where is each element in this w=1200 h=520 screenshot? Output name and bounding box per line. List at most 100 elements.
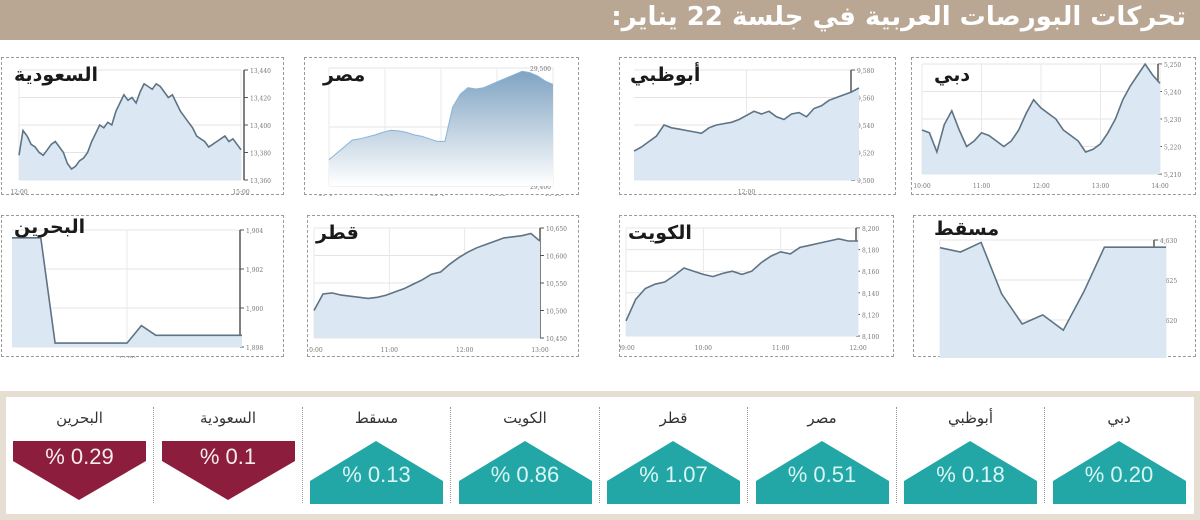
svg-text:13,380: 13,380 bbox=[250, 151, 271, 158]
chart-title-kuwait: الكويت bbox=[628, 222, 692, 244]
up-arrow-icon: % 0.20 bbox=[1052, 441, 1186, 504]
change-percent: % 1.07 bbox=[639, 462, 708, 487]
summary-cell: مسقط % 0.13 bbox=[303, 397, 451, 514]
summary-cell: الكويت % 0.86 bbox=[452, 397, 600, 514]
chart-qatar: 10,650 10,600 10,550 10,500 10,450 10:00 11:00… bbox=[308, 226, 567, 354]
up-arrow-icon: % 0.13 bbox=[310, 441, 443, 504]
svg-text:4,620: 4,620 bbox=[1160, 318, 1177, 325]
chart-panel-dubai: 5,250 5,240 5,230 5,220 5,210 10:00 11:00 12:00… bbox=[911, 57, 1196, 195]
svg-text:8,140: 8,140 bbox=[862, 291, 879, 298]
summary-frame: البحرين % 0.29 السعودية % 0.1 مسقط % 0.13 الكو… bbox=[0, 391, 1200, 520]
svg-text:29,500: 29,500 bbox=[530, 66, 551, 73]
chart-title-muscat: مسقط bbox=[934, 218, 1000, 240]
summary-cell: قطر % 1.07 bbox=[600, 397, 748, 514]
svg-text:8,100: 8,100 bbox=[862, 334, 879, 341]
svg-text:11:00: 11:00 bbox=[772, 345, 789, 352]
svg-text:10,550: 10,550 bbox=[546, 281, 567, 288]
svg-text:29,400: 29,400 bbox=[530, 184, 551, 191]
change-percent: % 0.18 bbox=[936, 462, 1005, 487]
summary-strip: البحرين % 0.29 السعودية % 0.1 مسقط % 0.13 الكو… bbox=[6, 397, 1194, 514]
svg-text:1,902: 1,902 bbox=[246, 267, 263, 274]
chart-panel-abudhabi: 9,580 9,560 9,540 9,520 9,500 12:00 أبوظبي bbox=[619, 57, 896, 196]
divider bbox=[301, 407, 303, 503]
svg-text:12:00: 12:00 bbox=[118, 356, 135, 358]
market-name: مسقط bbox=[354, 409, 399, 427]
change-percent: % 0.1 bbox=[199, 444, 257, 469]
svg-text:8,120: 8,120 bbox=[862, 312, 879, 319]
svg-text:12:00: 12:00 bbox=[738, 189, 755, 196]
change-percent: % 0.13 bbox=[342, 462, 411, 487]
svg-text:10,450: 10,450 bbox=[546, 336, 567, 343]
svg-text:11:00: 11:00 bbox=[973, 183, 990, 190]
svg-text:10,500: 10,500 bbox=[546, 309, 567, 316]
divider bbox=[598, 407, 600, 503]
svg-text:15:00: 15:00 bbox=[488, 195, 505, 196]
chart-title-bahrain: البحرين bbox=[14, 216, 86, 238]
svg-text:09:00: 09:00 bbox=[620, 345, 635, 352]
market-name: البحرين bbox=[56, 409, 103, 427]
svg-text:12:00: 12:00 bbox=[456, 347, 473, 354]
svg-text:1,898: 1,898 bbox=[246, 345, 263, 352]
chart-panel-kuwait: 8,200 8,180 8,160 8,140 8,120 8,100 09:00 10:00… bbox=[619, 215, 894, 357]
svg-text:12:00: 12:00 bbox=[10, 189, 27, 196]
chart-panel-qatar: 10,650 10,600 10,550 10,500 10,450 10:00 11:00… bbox=[307, 215, 579, 357]
svg-text:12:00: 12:00 bbox=[544, 195, 561, 196]
svg-text:4,630: 4,630 bbox=[1160, 238, 1177, 245]
chart-saudi: 13,440 13,420 13,400 13,380 13,360 12:00 15:00 bbox=[10, 68, 271, 196]
summary-cell: مصر % 0.51 bbox=[749, 397, 897, 514]
chart-abudhabi: 9,580 9,560 9,540 9,520 9,500 12:00 bbox=[633, 68, 874, 196]
svg-text:10:00: 10:00 bbox=[308, 347, 323, 354]
chart-panel-bahrain: 1,904 1,902 1,900 1,898 12:00 البحرين bbox=[1, 215, 284, 358]
svg-text:13,400: 13,400 bbox=[250, 123, 271, 130]
svg-text:10:00: 10:00 bbox=[695, 345, 712, 352]
svg-text:5,240: 5,240 bbox=[1164, 90, 1181, 97]
svg-text:21. Jan: 21. Jan bbox=[318, 195, 339, 196]
svg-text:5,250: 5,250 bbox=[1164, 62, 1181, 69]
divider bbox=[450, 407, 451, 503]
svg-text:8,160: 8,160 bbox=[862, 269, 879, 276]
chart-title-abudhabi: أبوظبي bbox=[630, 64, 701, 86]
svg-text:8,180: 8,180 bbox=[862, 248, 879, 255]
svg-text:5,220: 5,220 bbox=[1164, 145, 1181, 152]
svg-text:14:00: 14:00 bbox=[1151, 183, 1168, 190]
svg-text:22. Jan: 22. Jan bbox=[430, 195, 451, 196]
svg-text:12:00: 12:00 bbox=[849, 345, 866, 352]
svg-text:13,360: 13,360 bbox=[250, 178, 271, 185]
up-arrow-icon: % 0.86 bbox=[458, 441, 592, 504]
chart-panel-saudi: 13,440 13,420 13,400 13,380 13,360 12:00 15:00… bbox=[1, 57, 284, 196]
svg-text:4,625: 4,625 bbox=[1160, 278, 1177, 285]
svg-text:9,540: 9,540 bbox=[857, 123, 874, 130]
up-arrow-icon: % 0.51 bbox=[755, 441, 889, 504]
market-name: مصر bbox=[807, 409, 837, 427]
page-title: تحركات البورصات العربية في جلسة 22 يناير… bbox=[611, 2, 1186, 32]
svg-text:8,200: 8,200 bbox=[862, 226, 879, 233]
change-percent: % 0.86 bbox=[490, 462, 560, 487]
svg-text:13:00: 13:00 bbox=[531, 347, 548, 354]
svg-text:10:00: 10:00 bbox=[376, 195, 393, 196]
market-name: الكويت bbox=[503, 409, 547, 427]
summary-cell: السعودية % 0.1 bbox=[155, 397, 303, 514]
divider bbox=[747, 407, 748, 503]
market-name: أبوظبي bbox=[947, 409, 994, 427]
chart-title-dubai: دبي bbox=[934, 64, 971, 86]
chart-bahrain: 1,904 1,902 1,900 1,898 12:00 bbox=[12, 228, 263, 358]
svg-text:13,420: 13,420 bbox=[250, 96, 271, 103]
chart-dubai: 5,250 5,240 5,230 5,220 5,210 10:00 11:00 12:00… bbox=[913, 62, 1181, 190]
divider bbox=[895, 407, 897, 503]
divider bbox=[153, 407, 154, 503]
divider bbox=[1044, 407, 1045, 503]
chart-title-egypt: مصر bbox=[323, 64, 366, 86]
change-percent: % 0.51 bbox=[787, 462, 857, 487]
svg-text:13,440: 13,440 bbox=[250, 68, 271, 75]
svg-text:5,230: 5,230 bbox=[1164, 117, 1181, 124]
chart-title-qatar: قطر bbox=[316, 222, 359, 244]
chart-kuwait: 8,200 8,180 8,160 8,140 8,120 8,100 09:00 10:00… bbox=[620, 226, 879, 352]
up-arrow-icon: % 1.07 bbox=[607, 441, 740, 504]
summary-cell: البحرين % 0.29 bbox=[6, 397, 154, 514]
summary-cell: أبوظبي % 0.18 bbox=[897, 397, 1045, 514]
header-bar: تحركات البورصات العربية في جلسة 22 يناير… bbox=[0, 0, 1200, 40]
